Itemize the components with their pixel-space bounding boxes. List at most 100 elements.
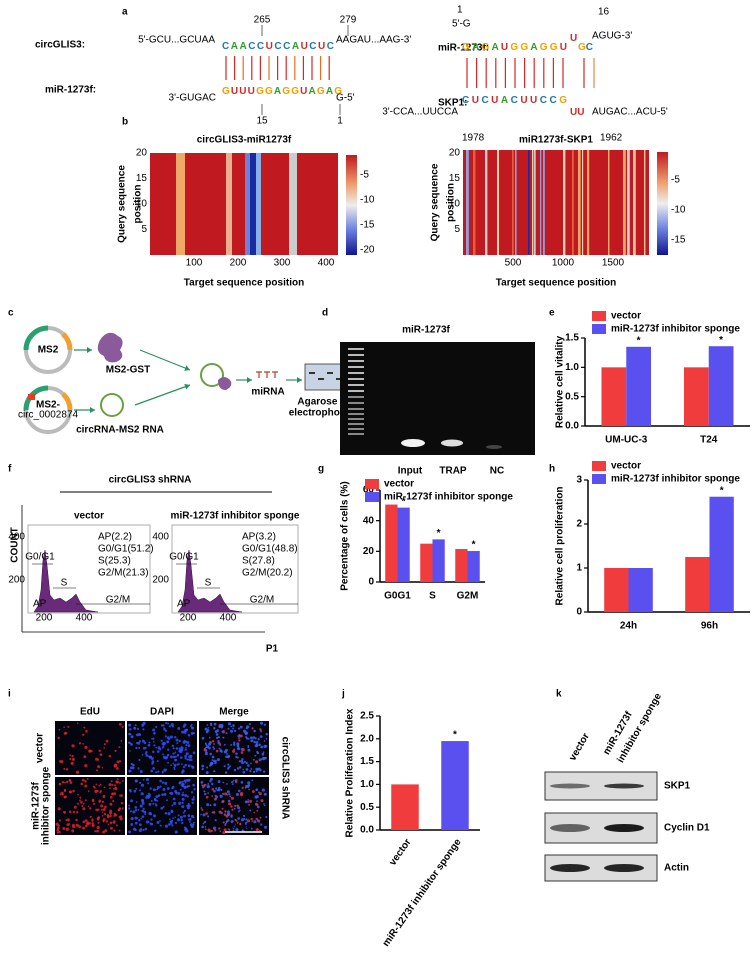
y-tick-label: 1.5 [360,756,374,767]
annotation: * [637,335,641,346]
mirna [272,371,278,378]
cell [102,830,106,834]
cell [263,740,266,742]
cell [139,769,143,773]
gel-band [327,372,333,374]
sequence: UU [570,107,584,118]
ladder-band [348,402,364,404]
cell [61,793,64,796]
cell [260,721,264,725]
cell [110,826,113,830]
cell [174,751,177,754]
legend-swatch [592,474,606,484]
bar [601,367,627,426]
cell [134,724,137,727]
tick-label: 200 [36,613,53,624]
cell [71,757,75,761]
heatmap-stripe [627,150,630,255]
cell [213,747,216,750]
cell [153,744,156,747]
gel-band [486,445,502,449]
sequence-end: AAGAU...AAG-3' [336,35,411,46]
cell [248,803,250,806]
rna-name: SKP1: [438,98,467,109]
cell [89,807,92,810]
gate-label: G2/M [106,595,130,606]
cell [76,811,79,814]
sequence: GC [578,42,593,53]
ladder-band [348,348,364,350]
cell [169,792,172,795]
cell [213,759,216,763]
cell [204,792,207,796]
position: 1962 [600,133,623,144]
cell [162,745,165,747]
cell [177,727,181,730]
cell [109,787,111,790]
cell [96,829,99,833]
lane-label: TRAP [439,466,467,477]
sequence: GUUUGGAGGUAGAG [222,86,342,97]
blot-band [550,783,590,789]
cell [222,736,225,739]
cell [91,823,95,828]
cell [141,815,145,818]
cell [217,741,221,745]
gel-image [340,342,535,455]
cell [78,742,82,745]
cell [110,780,113,783]
cell [205,795,209,799]
heatmap-stripe [289,153,297,255]
tick-label: 1500 [602,258,625,269]
cell [210,724,213,727]
legend-swatch [592,311,606,321]
cell [56,829,60,832]
cell [147,782,150,785]
sequence-end: AGUG-3' [592,31,632,42]
cell [259,829,261,832]
cell [237,789,241,793]
cell [247,819,250,823]
sequence-end: AUGAC...ACU-5' [592,107,668,118]
cell [159,785,162,788]
cell [148,755,152,759]
cell [179,788,182,791]
cell [204,752,208,756]
cell [250,736,253,740]
cell [225,755,228,759]
cell [182,811,185,814]
heatmap-stripe [485,150,488,255]
cell [162,788,166,791]
cell [244,800,248,804]
cell [68,778,72,782]
cell [181,730,185,734]
cell [220,725,224,729]
protein-label: Cyclin D1 [664,823,710,834]
bar [397,507,410,582]
y-tick-label: 1.5 [565,333,579,344]
cell [221,730,224,733]
cell [82,820,86,824]
cell [109,802,113,806]
cell [209,777,213,781]
cell [164,756,168,760]
cell [61,780,65,784]
cell [101,811,104,813]
cell [262,770,266,773]
cell [186,741,190,744]
cell [81,804,84,807]
cell [224,810,227,813]
sequence-end: 5'-G [452,19,471,30]
y-tick-label: 0.0 [565,421,579,432]
cell [187,744,191,748]
colorbar [346,155,357,255]
cell [204,826,207,828]
cell [200,781,204,784]
cell [261,788,265,792]
cell [223,743,226,746]
heatmap-stripe [515,150,517,255]
y-axis-title: Relative Proliferation Index [345,708,356,837]
cell [180,819,183,822]
cell [201,786,205,789]
